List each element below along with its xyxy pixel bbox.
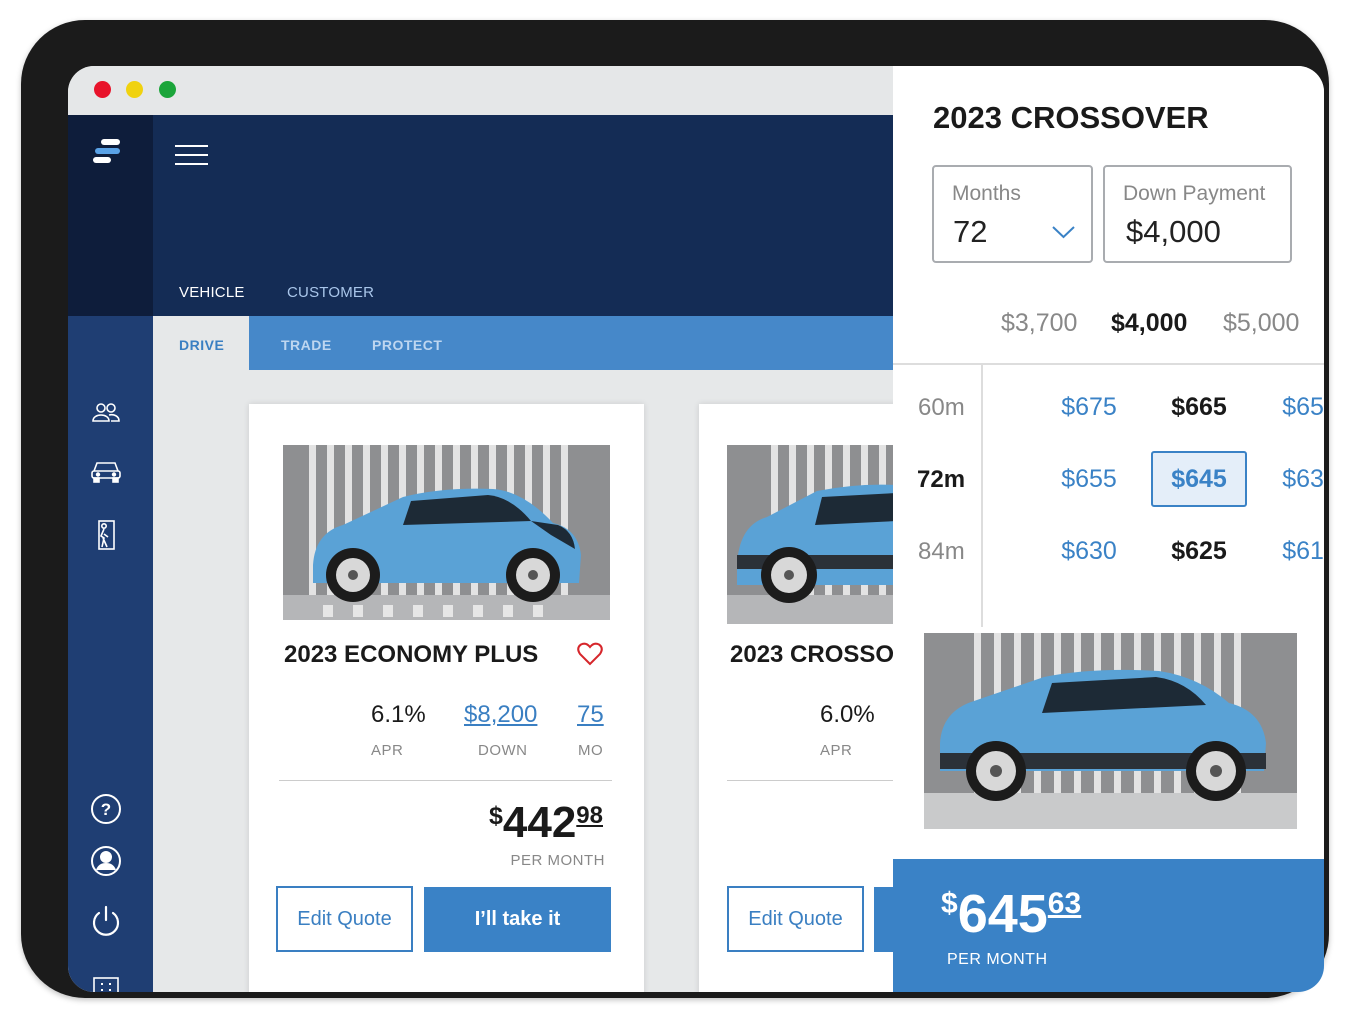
quote-panel: 2023 CROSSOVER Months 72 Down Payment $4… bbox=[893, 66, 1324, 992]
minimize-window-button[interactable] bbox=[126, 81, 143, 98]
down-payment-field[interactable]: Down Payment $4,000 bbox=[1103, 165, 1292, 263]
down-option[interactable]: $5,000 bbox=[1223, 309, 1300, 337]
chevron-down-icon bbox=[1052, 226, 1075, 239]
payment-cell[interactable]: $625 bbox=[1171, 536, 1227, 565]
tab-trade[interactable]: TRADE bbox=[281, 337, 332, 353]
down-label: DOWN bbox=[478, 742, 528, 759]
selected-monthly-price: $64563 bbox=[941, 884, 1082, 944]
tab-drive[interactable]: DRIVE bbox=[179, 337, 225, 353]
svg-text:?: ? bbox=[101, 800, 111, 819]
profile-icon[interactable] bbox=[89, 844, 123, 878]
close-window-button[interactable] bbox=[94, 81, 111, 98]
vehicle-title: 2023 ECONOMY PLUS bbox=[284, 641, 539, 668]
tab-customer[interactable]: CUSTOMER bbox=[287, 284, 375, 301]
menu-icon[interactable] bbox=[175, 143, 209, 167]
term-label-selected: 72m bbox=[917, 466, 966, 493]
down-option-selected[interactable]: $4,000 bbox=[1111, 309, 1188, 337]
months-field-label: Months bbox=[952, 182, 1021, 205]
app-screen: ? bbox=[68, 66, 1324, 992]
term-label: 60m bbox=[918, 394, 965, 421]
help-icon[interactable]: ? bbox=[89, 792, 123, 826]
down-option[interactable]: $3,700 bbox=[1001, 309, 1078, 337]
payment-cell[interactable]: $675 bbox=[1061, 392, 1117, 421]
down-payment-field-value: $4,000 bbox=[1126, 214, 1221, 249]
monthly-price: $44298 bbox=[488, 798, 603, 847]
grid-divider bbox=[981, 365, 983, 627]
selected-payment-footer: $64563 PER MONTH bbox=[893, 859, 1324, 992]
per-month-label: PER MONTH bbox=[510, 852, 605, 869]
apr-value-2: 6.0% bbox=[820, 701, 875, 728]
tablet-frame: ? bbox=[21, 20, 1329, 998]
payment-cell-selected[interactable]: $645 bbox=[1151, 451, 1247, 507]
sidebar: ? bbox=[68, 115, 153, 992]
down-payment-field-label: Down Payment bbox=[1123, 182, 1266, 205]
app-header: VEHICLE CUSTOMER bbox=[153, 115, 894, 316]
apr-value: 6.1% bbox=[371, 701, 426, 728]
payment-cell[interactable]: $610 bbox=[1282, 536, 1324, 565]
grid-divider bbox=[893, 363, 1324, 365]
selected-vehicle-photo bbox=[924, 633, 1297, 829]
subnav-bar bbox=[249, 316, 894, 370]
term-label: 84m bbox=[918, 538, 965, 565]
maximize-window-button[interactable] bbox=[159, 81, 176, 98]
payment-cell[interactable]: $630 bbox=[1282, 464, 1324, 493]
vehicle-photo bbox=[283, 445, 610, 620]
per-month-label: PER MONTH bbox=[947, 951, 1048, 968]
edit-quote-button[interactable]: Edit Quote bbox=[276, 886, 413, 952]
payment-cell[interactable]: $665 bbox=[1171, 392, 1227, 421]
building-icon[interactable] bbox=[89, 977, 123, 992]
customers-icon[interactable] bbox=[89, 396, 123, 430]
tab-protect[interactable]: PROTECT bbox=[372, 337, 443, 353]
panel-title: 2023 CROSSOVER bbox=[933, 100, 1209, 135]
months-field-value: 72 bbox=[953, 214, 988, 249]
car-icon[interactable] bbox=[89, 454, 123, 488]
tab-vehicle[interactable]: VEHICLE bbox=[179, 284, 245, 301]
payment-cell[interactable]: $630 bbox=[1061, 536, 1117, 565]
payment-cell[interactable]: $655 bbox=[1061, 464, 1117, 493]
vehicle-card: 2023 ECONOMY PLUS 6.1% $8,200 75 APR DOW… bbox=[249, 404, 644, 992]
power-icon[interactable] bbox=[89, 904, 123, 938]
walk-in-icon[interactable] bbox=[89, 518, 123, 552]
take-it-button[interactable]: I’ll take it bbox=[424, 887, 611, 952]
apr-label: APR bbox=[371, 742, 404, 759]
apr-label-2: APR bbox=[820, 742, 853, 759]
card-divider bbox=[279, 780, 612, 781]
app-logo-icon bbox=[93, 139, 120, 163]
vehicle-photo-2 bbox=[727, 445, 897, 624]
window-titlebar bbox=[68, 66, 894, 115]
edit-quote-button-2[interactable]: Edit Quote bbox=[727, 886, 864, 952]
payment-cell[interactable]: $654 bbox=[1282, 392, 1324, 421]
months-label: MO bbox=[578, 742, 604, 759]
sidebar-brand-area bbox=[68, 115, 153, 316]
subnav-active-background bbox=[153, 316, 249, 370]
months-link[interactable]: 75 bbox=[577, 701, 604, 728]
down-payment-link[interactable]: $8,200 bbox=[464, 701, 538, 728]
months-select[interactable]: Months 72 bbox=[932, 165, 1093, 263]
favorite-heart-icon[interactable] bbox=[577, 642, 603, 666]
